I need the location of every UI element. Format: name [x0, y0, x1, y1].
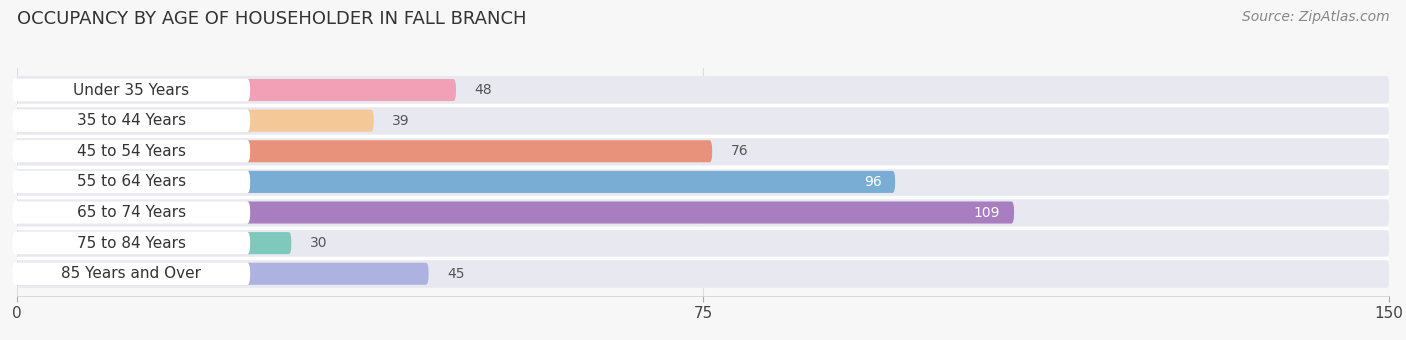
FancyBboxPatch shape — [17, 171, 896, 193]
FancyBboxPatch shape — [17, 109, 374, 132]
Text: OCCUPANCY BY AGE OF HOUSEHOLDER IN FALL BRANCH: OCCUPANCY BY AGE OF HOUSEHOLDER IN FALL … — [17, 10, 526, 28]
FancyBboxPatch shape — [17, 199, 1389, 226]
Text: 85 Years and Over: 85 Years and Over — [62, 266, 201, 281]
FancyBboxPatch shape — [17, 79, 456, 101]
Text: 65 to 74 Years: 65 to 74 Years — [77, 205, 186, 220]
FancyBboxPatch shape — [17, 140, 713, 162]
FancyBboxPatch shape — [17, 202, 1014, 223]
FancyBboxPatch shape — [13, 262, 250, 285]
FancyBboxPatch shape — [13, 140, 250, 163]
FancyBboxPatch shape — [13, 109, 250, 132]
Text: 35 to 44 Years: 35 to 44 Years — [77, 113, 186, 128]
Text: Under 35 Years: Under 35 Years — [73, 83, 190, 98]
Text: 45 to 54 Years: 45 to 54 Years — [77, 144, 186, 159]
FancyBboxPatch shape — [13, 201, 250, 224]
FancyBboxPatch shape — [17, 106, 1389, 135]
FancyBboxPatch shape — [13, 232, 250, 254]
FancyBboxPatch shape — [17, 137, 1389, 165]
Text: 39: 39 — [392, 114, 409, 128]
Text: 75 to 84 Years: 75 to 84 Years — [77, 236, 186, 251]
Text: Source: ZipAtlas.com: Source: ZipAtlas.com — [1241, 10, 1389, 24]
Text: 55 to 64 Years: 55 to 64 Years — [77, 174, 186, 189]
Text: 109: 109 — [974, 205, 1000, 220]
FancyBboxPatch shape — [17, 260, 1389, 288]
FancyBboxPatch shape — [13, 171, 250, 193]
Text: 96: 96 — [863, 175, 882, 189]
Text: 76: 76 — [731, 144, 748, 158]
FancyBboxPatch shape — [17, 76, 1389, 104]
Text: 45: 45 — [447, 267, 464, 281]
Text: 30: 30 — [309, 236, 328, 250]
FancyBboxPatch shape — [17, 229, 1389, 257]
Text: 48: 48 — [474, 83, 492, 97]
FancyBboxPatch shape — [17, 168, 1389, 196]
FancyBboxPatch shape — [17, 263, 429, 285]
FancyBboxPatch shape — [17, 232, 291, 254]
FancyBboxPatch shape — [13, 79, 250, 101]
